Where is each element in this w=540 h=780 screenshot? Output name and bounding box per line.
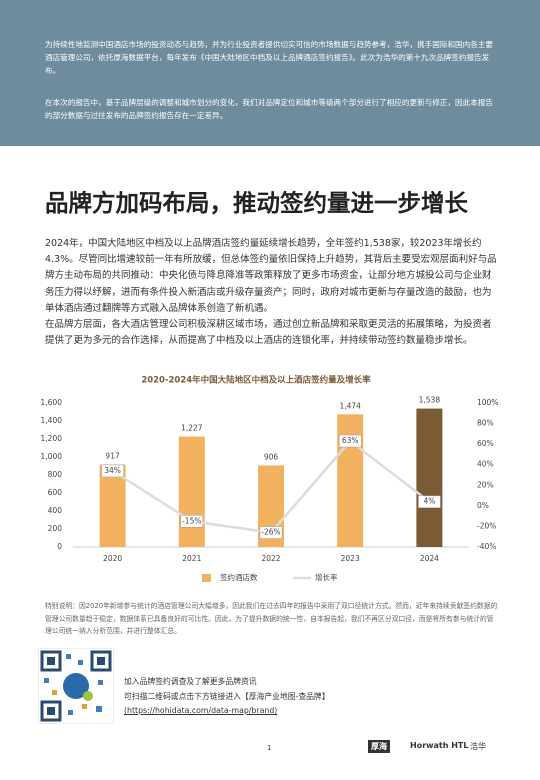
body-paragraph: 在品牌方层面，各大酒店管理公司积极深耕区域市场，通过创立新品牌和采取更灵活的拓展… (45, 319, 492, 347)
value-label-box (418, 495, 441, 508)
promo-link[interactable]: (https://hohidata.com/data-map/brand) (124, 706, 278, 715)
y-tick-label: 1,200 (41, 434, 63, 443)
footnote: 特别说明：因2020年新增参与统计的酒店管理公司大幅增多，因此我们在过去四年的报… (45, 602, 498, 635)
promo-text: 可扫描二维码或点击下方链接进入【厚海产业地图-查品牌】 (124, 692, 330, 701)
promo-text: 加入品牌签约调查及了解更多品牌资讯 (124, 677, 257, 686)
value-label-box (259, 526, 283, 539)
bar (416, 408, 443, 547)
y-tick-label: 200 (48, 524, 63, 533)
bar-value-label: 906 (264, 452, 279, 461)
logo-hohai: 厚海 (368, 740, 390, 753)
y-tick-label: 800 (48, 470, 63, 479)
y2-tick-label: 80% (477, 419, 494, 428)
x-tick-label: 2020 (103, 554, 122, 563)
line-value-label: 34% (104, 466, 121, 475)
line-value-label: -26% (261, 528, 280, 537)
legend-label: 签约酒店数 (220, 572, 258, 582)
y2-tick-label: 100% (477, 398, 498, 407)
intro-paragraph: 在本次的报告中，基于品牌层级的调整和城市划分的变化，我们对品牌定位和城市等级两个… (45, 98, 494, 120)
y2-tick-label: 0% (477, 501, 489, 510)
intro-paragraph: 为持续性地监测中国酒店市场的投资动态与趋势，并为行业投资者提供切实可信的市场数据… (45, 40, 494, 75)
y-tick-label: 1,000 (41, 452, 63, 461)
bar-value-label: 1,474 (339, 401, 361, 410)
line-value-label: 63% (342, 436, 359, 445)
chart: 2020-2024年中国大陆地区中档及以上酒店签约量及增长率 0 200 400 60… (41, 375, 498, 582)
value-label-box (180, 515, 204, 528)
y2-tick-label: 60% (477, 439, 494, 448)
y2-tick-label: -40% (477, 542, 496, 551)
bar-value-label: 917 (105, 451, 120, 460)
legend-swatch (202, 574, 211, 582)
y2-tick-label: 20% (477, 480, 494, 489)
bar-value-label: 1,538 (419, 396, 441, 405)
bar (99, 464, 126, 547)
line-value-label: -15% (182, 516, 201, 525)
logo-horwath: Horwath HTL (410, 741, 469, 750)
y2-tick-label: 40% (477, 460, 494, 469)
x-tick-label: 2022 (261, 554, 280, 563)
y-tick-label: 400 (48, 506, 63, 515)
value-label-box (338, 434, 362, 448)
value-label-box (101, 464, 124, 478)
x-tick-label: 2023 (341, 554, 360, 563)
y-tick-label: 1,400 (41, 416, 63, 425)
y-tick-label: 1,600 (41, 398, 63, 407)
bar (337, 414, 364, 547)
y2-tick-label: -20% (477, 521, 496, 530)
bar-value-label: 1,227 (181, 424, 203, 433)
section-heading: 品牌方加码布局，推动签约量进一步增长 (45, 189, 468, 217)
page-number: 1 (267, 744, 272, 752)
logo-horwath-cn: 浩华 (470, 742, 486, 751)
qr-code (38, 648, 114, 724)
intro-banner: 为持续性地监测中国酒店市场的投资动态与趋势，并为行业投资者提供切实可信的市场数据… (0, 0, 540, 146)
y-tick-label: 600 (48, 488, 63, 497)
body-paragraph: 2024年，中国大陆地区中档及以上品牌酒店签约量延续增长趋势，全年签约1,538… (45, 238, 497, 314)
x-tick-label: 2021 (182, 554, 201, 563)
y-tick-label: 0 (57, 542, 62, 551)
bar (178, 436, 205, 547)
chart-title: 2020-2024年中国大陆地区中档及以上酒店签约量及增长率 (141, 375, 371, 386)
line-value-label: 4% (423, 497, 435, 506)
legend-label: 增长率 (315, 572, 338, 582)
x-tick-label: 2024 (420, 554, 439, 563)
